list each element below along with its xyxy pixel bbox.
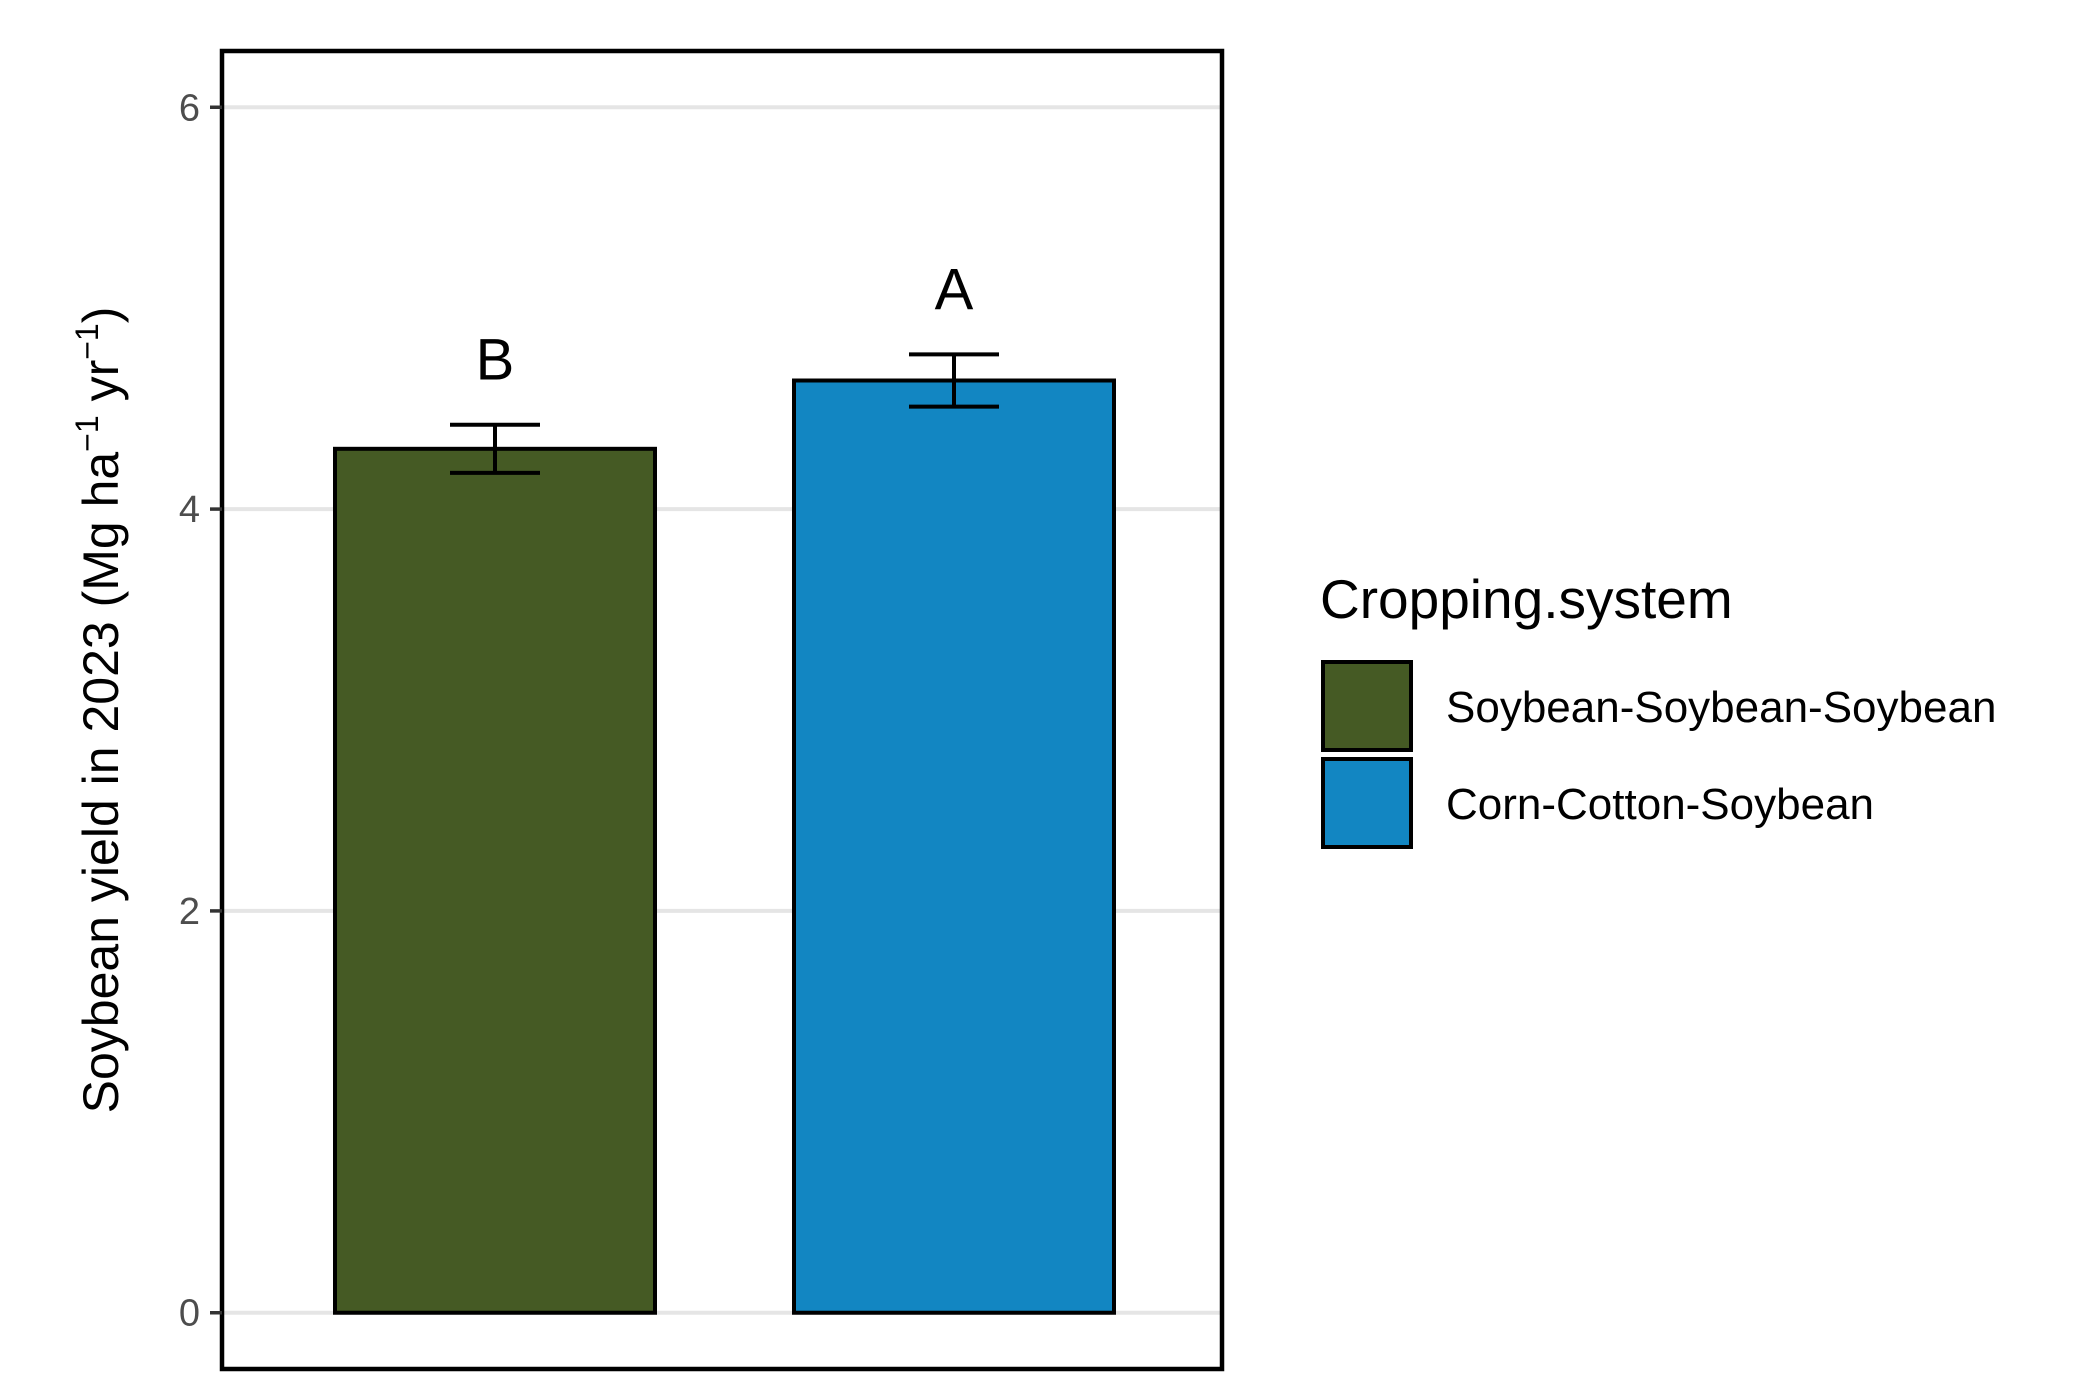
y-axis-title-middle: yr [73, 360, 129, 416]
y-axis-title-suffix: ) [73, 307, 129, 324]
legend-title: Cropping.system [1320, 568, 1733, 630]
error-bars [450, 352, 999, 475]
legend: Cropping.system Soybean-Soybean-Soybean C… [1320, 568, 1996, 849]
panel-border [219, 48, 1225, 1372]
legend-label-2: Corn-Cotton-Soybean [1446, 780, 1874, 829]
y-tick-label-4: 4 [179, 489, 200, 531]
legend-key-2 [1321, 757, 1413, 849]
y-axis-title-sup1: −1 [69, 415, 105, 451]
y-axis-title: Soybean yield in 2023 (Mg ha−1 yr−1) [69, 307, 129, 1114]
y-tick-label-6: 6 [179, 87, 200, 129]
y-axis: 0 2 4 6 [179, 87, 222, 1335]
legend-entries: Soybean-Soybean-Soybean Corn-Cotton-Soybe… [1321, 660, 1996, 849]
legend-key-1 [1321, 660, 1413, 752]
bar-1 [333, 446, 657, 1315]
significance-letter-2: A [935, 257, 974, 322]
y-tick-label-2: 2 [179, 891, 200, 933]
bar-2 [792, 378, 1116, 1315]
y-axis-title-prefix: Soybean yield in 2023 (Mg ha [73, 452, 129, 1114]
significance-letter-1: B [476, 328, 515, 393]
legend-label-1: Soybean-Soybean-Soybean [1446, 683, 1996, 732]
y-axis-title-sup2: −1 [69, 323, 105, 359]
bars [333, 378, 1116, 1315]
significance-letters: BA [476, 257, 974, 392]
y-tick-label-0: 0 [179, 1293, 200, 1335]
